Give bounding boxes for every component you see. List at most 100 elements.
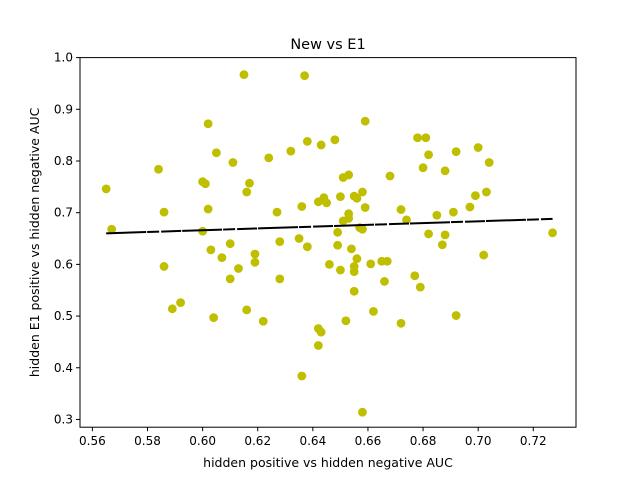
data-point bbox=[341, 316, 351, 326]
data-point bbox=[382, 256, 392, 266]
data-point bbox=[440, 166, 450, 176]
x-tick-label: 0.68 bbox=[410, 434, 437, 448]
y-tick-label: 0.4 bbox=[54, 361, 73, 375]
data-point bbox=[159, 207, 169, 217]
x-tick-label: 0.64 bbox=[299, 434, 326, 448]
data-point bbox=[294, 234, 304, 243]
y-tick-label: 0.7 bbox=[54, 206, 73, 220]
data-point bbox=[418, 163, 428, 173]
x-tick-label: 0.70 bbox=[465, 434, 492, 448]
data-point bbox=[209, 313, 219, 323]
data-point bbox=[380, 277, 389, 286]
data-point bbox=[242, 305, 252, 315]
data-point bbox=[358, 224, 367, 234]
x-tick-label: 0.56 bbox=[79, 434, 106, 448]
y-tick-label: 0.9 bbox=[54, 102, 73, 116]
data-point bbox=[344, 170, 354, 180]
data-point bbox=[402, 215, 411, 225]
data-point bbox=[333, 240, 343, 250]
data-point bbox=[297, 371, 307, 381]
data-point bbox=[344, 213, 354, 223]
data-point bbox=[396, 205, 406, 214]
trend-line bbox=[106, 217, 553, 235]
plot-frame bbox=[79, 57, 577, 428]
data-point bbox=[316, 327, 326, 337]
data-point bbox=[239, 70, 249, 80]
data-point bbox=[333, 227, 343, 237]
data-point bbox=[424, 150, 433, 160]
trend-line-group bbox=[106, 217, 553, 235]
data-point bbox=[548, 228, 557, 238]
data-point bbox=[225, 274, 235, 284]
data-point bbox=[369, 307, 378, 316]
data-point bbox=[324, 259, 334, 269]
data-point bbox=[451, 311, 461, 320]
data-point bbox=[264, 153, 274, 163]
x-tick-label: 0.62 bbox=[244, 434, 271, 448]
data-point bbox=[465, 202, 475, 212]
data-point bbox=[336, 192, 345, 202]
data-point bbox=[234, 264, 243, 273]
data-point bbox=[313, 341, 323, 350]
data-point bbox=[330, 135, 340, 145]
data-point bbox=[451, 147, 461, 157]
data-point bbox=[250, 249, 260, 259]
y-axis-label: hidden E1 positive vs hidden negative AU… bbox=[27, 107, 42, 377]
data-point bbox=[176, 298, 185, 308]
data-point bbox=[421, 133, 431, 143]
data-point bbox=[206, 245, 216, 255]
x-tick-label: 0.58 bbox=[134, 434, 161, 448]
data-point bbox=[154, 164, 163, 174]
data-point bbox=[203, 119, 213, 129]
data-point bbox=[366, 259, 376, 269]
data-point bbox=[101, 184, 111, 194]
data-point bbox=[272, 207, 282, 217]
y-tick-label: 1.0 bbox=[54, 51, 73, 65]
data-point bbox=[225, 239, 235, 249]
data-point bbox=[200, 179, 210, 189]
data-point bbox=[250, 257, 260, 267]
data-point bbox=[228, 158, 238, 167]
data-point bbox=[410, 271, 420, 281]
data-point bbox=[440, 230, 450, 240]
chart-title: New vs E1 bbox=[290, 37, 365, 53]
data-point bbox=[297, 202, 307, 211]
data-point bbox=[358, 407, 367, 417]
data-point bbox=[336, 265, 345, 275]
y-tick-label: 0.6 bbox=[54, 257, 73, 271]
data-point bbox=[107, 224, 117, 234]
data-points bbox=[101, 70, 557, 417]
x-tick-label: 0.60 bbox=[189, 434, 216, 448]
data-point bbox=[212, 148, 221, 158]
data-point bbox=[217, 253, 227, 263]
data-point bbox=[347, 244, 356, 254]
data-point bbox=[258, 316, 268, 326]
data-point bbox=[448, 207, 458, 217]
data-point bbox=[275, 274, 285, 284]
y-tick-label: 0.8 bbox=[54, 154, 73, 168]
data-point bbox=[479, 250, 489, 260]
data-point bbox=[349, 286, 359, 296]
data-point bbox=[432, 210, 442, 220]
data-point bbox=[198, 226, 208, 236]
data-point bbox=[352, 254, 362, 264]
data-point bbox=[167, 304, 177, 314]
data-point bbox=[245, 178, 254, 188]
data-point bbox=[352, 193, 362, 203]
data-point bbox=[275, 237, 285, 247]
data-point bbox=[471, 191, 480, 201]
data-point bbox=[424, 229, 433, 239]
data-point bbox=[437, 240, 447, 250]
x-tick-label: 0.66 bbox=[355, 434, 382, 448]
data-point bbox=[484, 158, 494, 167]
data-point bbox=[159, 262, 169, 271]
data-point bbox=[349, 262, 359, 271]
data-point bbox=[286, 146, 296, 156]
data-point bbox=[482, 187, 491, 197]
data-point bbox=[322, 198, 332, 208]
data-point bbox=[473, 143, 483, 152]
data-point bbox=[203, 204, 213, 214]
data-point bbox=[300, 71, 309, 81]
data-point bbox=[385, 171, 395, 181]
